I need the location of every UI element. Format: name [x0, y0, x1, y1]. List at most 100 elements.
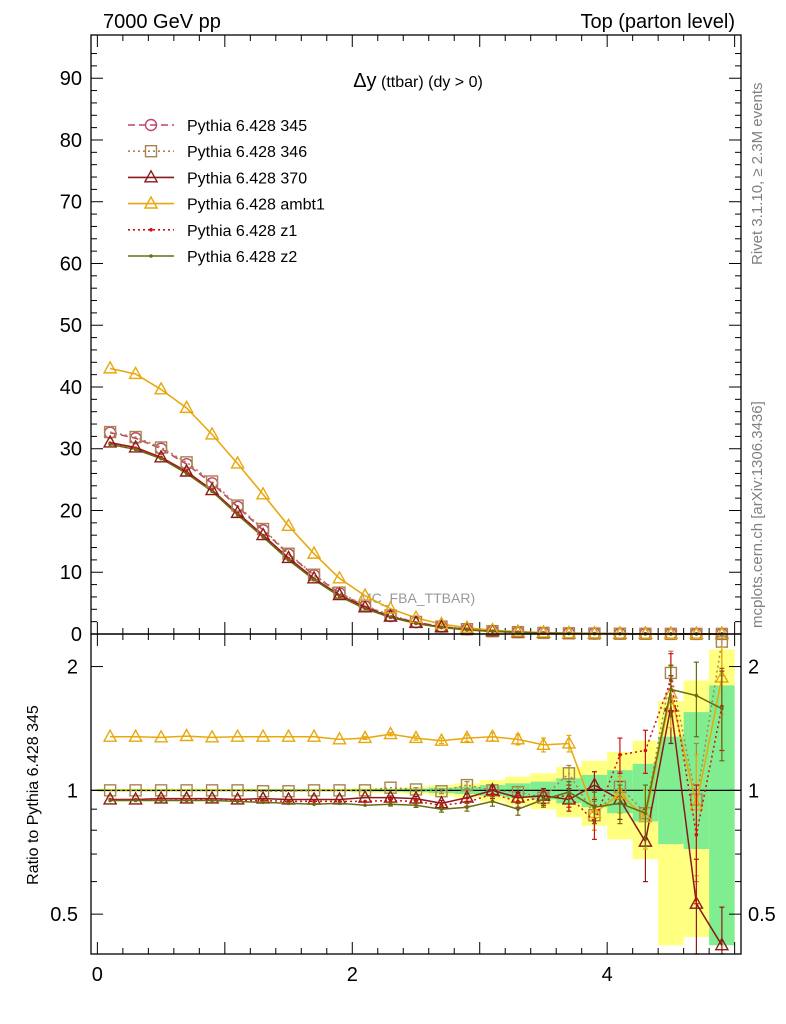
data-point [210, 489, 214, 494]
data-point [439, 625, 444, 630]
main-y-tick-label: 60 [60, 253, 82, 275]
ratio-point [133, 798, 138, 803]
ratio-point [694, 693, 699, 698]
data-point [102, 360, 118, 374]
legend-label: Pythia 6.428 370 [187, 170, 307, 187]
ratio-point [536, 736, 551, 750]
legend-label: Pythia 6.428 346 [187, 144, 307, 161]
data-point [180, 456, 193, 469]
data-point [638, 625, 653, 639]
data-point [153, 381, 169, 395]
ratio-point [128, 791, 143, 805]
legend-marker [143, 195, 159, 209]
data-point [108, 442, 112, 447]
ratio-point [383, 726, 398, 740]
main-panel: MC_FBA_TTBAR) 0 10 20 30 40 50 60 70 80 90 Δy (tt… [60, 34, 742, 646]
legend: Pythia 6.428 345 Pythia 6.428 346 Pythia 6… [128, 118, 325, 266]
data-point [133, 447, 138, 452]
ratio-frame [90, 633, 742, 955]
x-tick-label: 0 [92, 964, 103, 986]
ratio-point [230, 791, 245, 805]
data-point [179, 463, 194, 477]
ratio-y-tick-label: 1 [67, 780, 78, 802]
data-point [184, 471, 189, 476]
ratio-point [669, 687, 673, 692]
ratio-point [541, 797, 546, 802]
data-point [204, 426, 220, 440]
ratio-point [230, 728, 245, 742]
data-point [561, 625, 577, 639]
ratio-point [205, 784, 219, 797]
ratio-point [592, 805, 597, 809]
ratio-point [179, 728, 194, 742]
ratio-series [102, 633, 730, 955]
ratio-panel: 0.5 0.5 1 1 2 2 0 2 4 Ratio to Pythia 6.428 345 [25, 633, 776, 986]
data-point [357, 599, 373, 613]
main-y-axis: 0 10 20 30 40 50 60 70 80 90 [60, 35, 741, 646]
data-point [332, 570, 347, 584]
data-point [235, 513, 240, 517]
main-series-markers [102, 360, 730, 641]
ratio-point [409, 783, 423, 796]
ratio-point [516, 799, 520, 804]
ratio-point [388, 798, 393, 803]
ratio-point [332, 731, 347, 745]
ratio-point [256, 785, 270, 798]
mcplots-label: mcplots.cern.ch [arXiv:1306.3436] [749, 401, 766, 628]
legend-label: Pythia 6.428 345 [187, 118, 307, 135]
process-label: Top (parton level) [580, 11, 735, 33]
main-y-tick-label: 0 [71, 624, 82, 646]
ratio-point [312, 802, 316, 807]
data-point [103, 425, 117, 439]
ratio-point [128, 728, 143, 742]
data-point [154, 441, 168, 454]
ratio-point [204, 790, 220, 804]
data-point [383, 600, 398, 614]
data-point [129, 430, 142, 444]
ratio-point [363, 799, 367, 804]
data-point [312, 577, 316, 582]
data-point [255, 527, 271, 541]
ratio-y-tick-label: 2 [67, 657, 78, 679]
ratio-point [490, 799, 495, 804]
data-point [128, 439, 143, 453]
ratio-point [129, 784, 142, 797]
ratio-point [618, 801, 622, 806]
ratio-point [102, 728, 118, 742]
ratio-point [358, 784, 372, 797]
ratio-point [281, 728, 296, 742]
main-y-tick-label: 50 [60, 315, 82, 337]
ratio-point [154, 784, 168, 797]
ratio-y-tick-label-right: 2 [748, 657, 759, 679]
legend-marker [149, 254, 153, 258]
data-point [363, 606, 367, 611]
data-point [281, 549, 296, 564]
data-point [306, 570, 322, 584]
ratio-point [255, 728, 271, 742]
x-tick-label: 2 [347, 964, 358, 986]
legend-label: Pythia 6.428 z1 [187, 223, 297, 240]
main-y-tick-label: 80 [60, 130, 82, 152]
data-point [612, 625, 628, 639]
ratio-point [490, 792, 495, 796]
ratio-point [179, 790, 194, 804]
main-y-tick-label: 40 [60, 377, 82, 399]
data-point [306, 545, 322, 559]
rivet-version-label: Rivet 3.1.10, ≥ 2.3M events [749, 83, 766, 266]
data-point [337, 594, 342, 599]
ratio-y-tick-label-right: 1 [748, 780, 759, 802]
ratio-point [312, 799, 316, 804]
ratio-point [485, 728, 500, 742]
ratio-point [102, 791, 118, 805]
legend-marker [144, 144, 158, 158]
data-point [205, 475, 219, 488]
ratio-point [643, 748, 648, 753]
ratio-point [204, 729, 220, 743]
data-point [230, 504, 245, 519]
x-tick-label: 4 [602, 964, 613, 986]
data-point [261, 535, 265, 539]
ratio-point [434, 732, 449, 746]
legend-marker [143, 169, 159, 183]
ratio-point [153, 729, 169, 743]
ratio-point [618, 753, 622, 757]
